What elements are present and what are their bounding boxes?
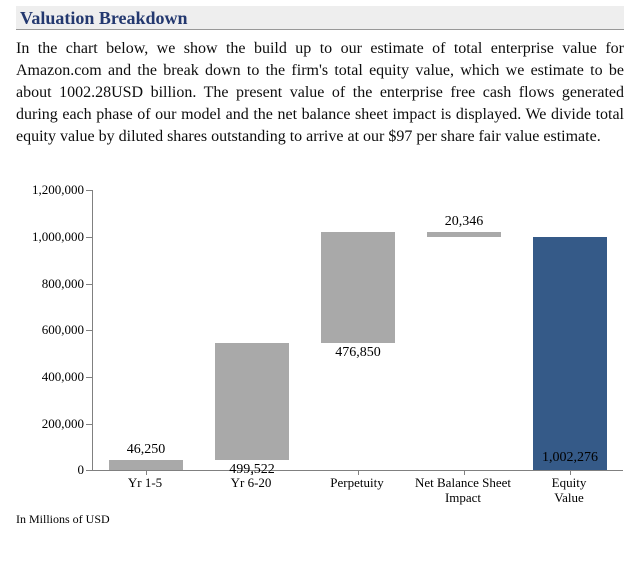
section-title-bar: Valuation Breakdown xyxy=(16,6,624,30)
y-tick-label: 1,000,000 xyxy=(32,229,84,245)
y-tick-label: 200,000 xyxy=(42,416,84,432)
section-title: Valuation Breakdown xyxy=(20,8,620,29)
plot-area: 46,250499,522476,85020,3461,002,276 xyxy=(92,190,623,471)
y-tick-label: 600,000 xyxy=(42,322,84,338)
x-axis-label: Yr 6-20 xyxy=(231,476,272,490)
valuation-chart: 0 200,000 400,000 600,000 800,000 1,000,000 1,… xyxy=(22,190,616,504)
bar-value-label: 1,002,276 xyxy=(542,450,598,466)
x-axis-labels: Yr 1-5 Yr 6-20 Perpetuity Net Balance Sheet… xyxy=(92,474,622,504)
bar-value-label: 46,250 xyxy=(127,442,166,458)
chart-bar xyxy=(321,232,395,343)
y-tick-label: 800,000 xyxy=(42,276,84,292)
y-tick-label: 0 xyxy=(78,462,85,478)
chart-bar xyxy=(109,460,183,471)
y-tick-label: 400,000 xyxy=(42,369,84,385)
x-axis-label: Yr 1-5 xyxy=(128,476,162,490)
chart-bar xyxy=(427,232,501,237)
page: Valuation Breakdown In the chart below, … xyxy=(0,0,640,539)
x-axis-label: Equity Value xyxy=(543,476,596,505)
y-tick-label: 1,200,000 xyxy=(32,182,84,198)
chart-footnote: In Millions of USD xyxy=(16,512,624,527)
x-axis-label: Net Balance Sheet Impact xyxy=(415,476,511,505)
bar-value-label: 476,850 xyxy=(335,345,381,361)
x-axis-label: Perpetuity xyxy=(330,476,383,490)
chart-bar xyxy=(215,343,289,460)
intro-paragraph: In the chart below, we show the build up… xyxy=(16,38,624,148)
chart-bar xyxy=(533,237,607,471)
bar-value-label: 20,346 xyxy=(445,214,484,230)
y-axis: 0200,000400,000600,000800,0001,000,0001,… xyxy=(22,190,92,470)
